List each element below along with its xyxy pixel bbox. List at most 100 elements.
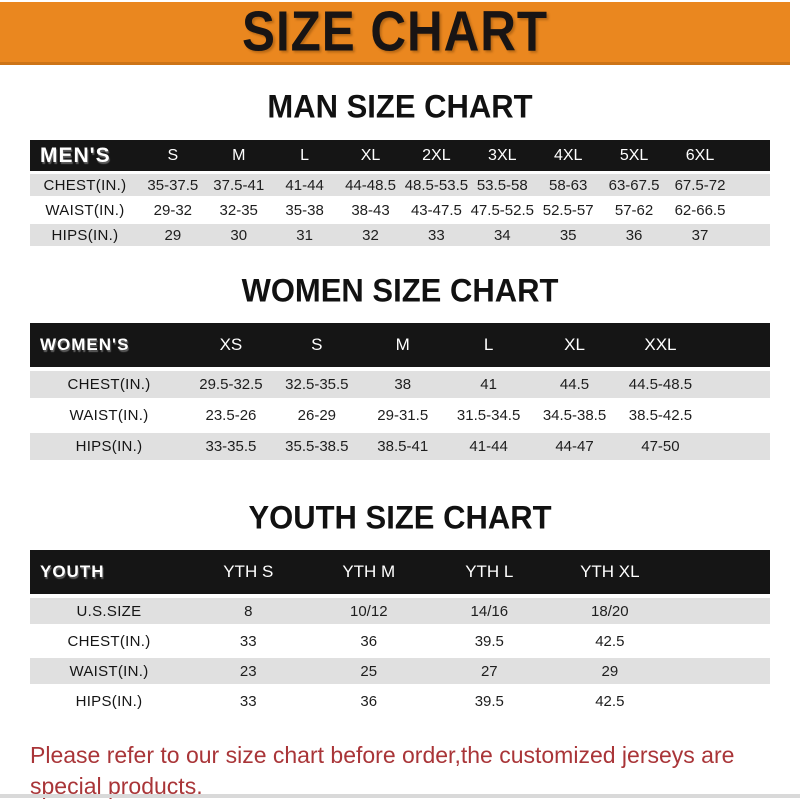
banner: SIZE CHART — [0, 2, 790, 65]
column-header: 6XL — [685, 146, 715, 164]
size-value-cell: 63-67.5 — [608, 176, 660, 194]
spacer-cell — [733, 140, 770, 171]
page-title: SIZE CHART — [242, 0, 548, 64]
size-value-cell: 35 — [559, 226, 577, 244]
size-value-cell: 38.5-42.5 — [628, 407, 693, 424]
column-header: 4XL — [553, 146, 583, 164]
bottom-edge-strip — [0, 794, 800, 798]
size-value-cell: 43-47.5 — [410, 201, 462, 219]
women-section-heading: WOMEN SIZE CHART — [241, 272, 559, 309]
row-label: CHEST(IN.) — [67, 376, 151, 393]
section-youth: YOUTH SIZE CHART YOUTH YTH S YTH M YTH L YTH… — [0, 499, 800, 718]
size-value-cell: 37.5-41 — [213, 176, 265, 194]
size-value-cell: 29-31.5 — [377, 407, 429, 424]
size-value-cell: 29.5-32.5 — [199, 376, 263, 393]
size-value-cell: 33 — [428, 226, 445, 244]
spacer-cell — [670, 658, 770, 684]
size-value-cell: 32.5-35.5 — [285, 376, 349, 393]
table-row: WAIST(IN.) 23.5-26 26-29 29-31.5 31.5-34.5 34… — [30, 402, 770, 429]
column-header: XXL — [644, 335, 677, 354]
size-value-cell: 26-29 — [297, 407, 337, 424]
table-row: HIPS(IN.) 29 30 31 32 33 34 35 36 37 — [30, 224, 770, 246]
size-value-cell: 48.5-53.5 — [404, 176, 469, 194]
column-header: YTH L — [465, 562, 514, 581]
spacer-cell — [703, 402, 770, 429]
size-value-cell: 36 — [360, 692, 378, 710]
column-header: L — [300, 146, 310, 164]
size-value-cell: 62-66.5 — [674, 201, 726, 219]
row-label: WAIST(IN.) — [45, 201, 125, 219]
size-value-cell: 10/12 — [350, 602, 388, 620]
size-value-cell: 47-50 — [641, 438, 680, 455]
size-value-cell: 44.5 — [559, 376, 590, 393]
size-value-cell: 23.5-26 — [205, 407, 257, 424]
column-header: L — [483, 335, 494, 354]
spacer-cell — [703, 371, 770, 398]
size-value-cell: 42.5 — [595, 692, 625, 710]
size-value-cell: 57-62 — [614, 201, 654, 219]
size-value-cell: 14/16 — [470, 602, 509, 620]
size-value-cell: 41-44 — [285, 176, 324, 194]
size-value-cell: 44-47 — [555, 438, 594, 455]
size-value-cell: 8 — [244, 602, 253, 620]
size-value-cell: 33-35.5 — [205, 438, 257, 455]
table-header-row: MEN'S S M L XL 2XL 3XL 4XL 5XL 6XL — [30, 140, 770, 171]
section-women: WOMEN SIZE CHART WOMEN'S XS S M L XL XXL CHEST(… — [0, 272, 800, 464]
table-row: WAIST(IN.) 29-32 32-35 35-38 38-43 43-47.5 47.… — [30, 199, 770, 221]
column-header: XL — [564, 335, 585, 354]
size-value-cell: 38-43 — [351, 201, 390, 219]
column-header: M — [232, 146, 246, 164]
spacer-cell — [733, 174, 770, 196]
size-value-cell: 36 — [360, 632, 378, 650]
size-value-cell: 35-37.5 — [147, 176, 199, 194]
spacer-cell — [703, 323, 770, 367]
size-value-cell: 29-32 — [153, 201, 193, 219]
column-header: S — [167, 146, 179, 164]
table-row: CHEST(IN.) 29.5-32.5 32.5-35.5 38 41 44.5 44.5… — [30, 371, 770, 398]
column-header: YTH M — [342, 562, 396, 581]
disclaimer: Please refer to our size chart before or… — [30, 740, 790, 800]
table-row: HIPS(IN.) 33-35.5 35.5-38.5 38.5-41 41-44 44-… — [30, 433, 770, 460]
spacer-cell — [733, 224, 770, 246]
column-header: M — [395, 335, 410, 354]
section-men: MAN SIZE CHART MEN'S S M L XL 2XL 3XL 4XL 5XL 6XL… — [0, 88, 800, 249]
row-label: U.S.SIZE — [76, 602, 142, 620]
column-header: 3XL — [488, 146, 517, 164]
size-value-cell: 33 — [239, 692, 257, 710]
size-value-cell: 36 — [625, 226, 643, 244]
column-header: S — [311, 335, 323, 354]
size-value-cell: 41 — [480, 376, 497, 393]
size-value-cell: 27 — [480, 662, 498, 680]
size-value-cell: 39.5 — [474, 692, 504, 710]
column-header: XL — [360, 146, 381, 164]
spacer-cell — [670, 628, 770, 654]
spacer-cell — [670, 598, 770, 624]
size-value-cell: 41-44 — [469, 438, 508, 455]
size-value-cell: 25 — [360, 662, 378, 680]
size-value-cell: 33 — [239, 632, 257, 650]
size-value-cell: 34 — [493, 226, 511, 244]
size-value-cell: 52.5-57 — [542, 201, 594, 219]
size-value-cell: 58-63 — [548, 176, 588, 194]
size-value-cell: 31 — [296, 226, 313, 244]
size-value-cell: 35-38 — [285, 201, 324, 219]
women-size-table: WOMEN'S XS S M L XL XXL CHEST(IN.) 29.5-32.5 32.5… — [30, 319, 770, 464]
row-label: CHEST(IN.) — [43, 176, 127, 194]
size-value-cell: 31.5-34.5 — [456, 407, 521, 424]
size-value-cell: 38.5-41 — [377, 438, 429, 455]
table-row: U.S.SIZE 8 10/12 14/16 18/20 — [30, 598, 770, 624]
row-label: WAIST(IN.) — [69, 407, 149, 424]
size-value-cell: 29 — [601, 662, 619, 680]
column-header: YTH S — [223, 562, 274, 581]
table-row: CHEST(IN.) 35-37.5 37.5-41 41-44 44-48.5 48.5… — [30, 174, 770, 196]
size-value-cell: 23 — [239, 662, 257, 680]
size-value-cell: 39.5 — [474, 632, 504, 650]
column-header: 5XL — [619, 146, 649, 164]
column-header: YTH XL — [580, 562, 640, 581]
size-value-cell: 44.5-48.5 — [628, 376, 693, 393]
spacer-cell — [670, 550, 770, 594]
size-value-cell: 47.5-52.5 — [470, 201, 534, 219]
size-value-cell: 44-48.5 — [345, 176, 396, 194]
disclaimer-line-1: Please refer to our size chart before or… — [30, 742, 735, 799]
row-label: CHEST(IN.) — [67, 632, 151, 650]
